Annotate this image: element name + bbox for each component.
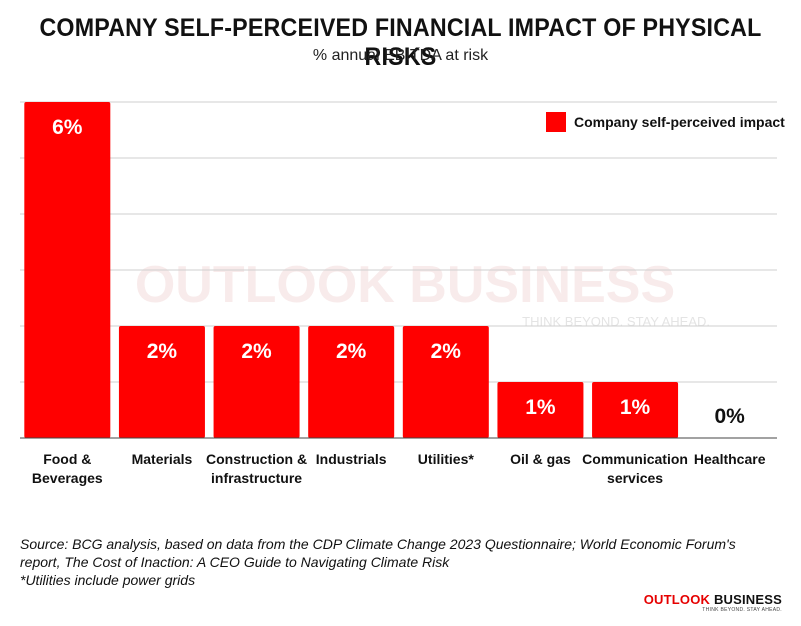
data-label: 2% bbox=[241, 340, 272, 363]
data-label: 1% bbox=[525, 396, 556, 419]
x-tick-label: Beverages bbox=[32, 470, 103, 486]
bar-1 bbox=[24, 102, 111, 438]
x-tick-label: Industrials bbox=[316, 451, 387, 467]
data-label: 1% bbox=[620, 396, 651, 419]
x-tick-label: Communication bbox=[582, 451, 688, 467]
watermark-tagline: THINK BEYOND. STAY AHEAD. bbox=[522, 314, 710, 329]
data-label: 2% bbox=[431, 340, 462, 363]
source-text: Source: BCG analysis, based on data from… bbox=[20, 536, 736, 570]
x-tick-label: services bbox=[607, 470, 663, 486]
x-tick-label: Healthcare bbox=[694, 451, 766, 467]
x-tick-label: Construction & bbox=[206, 451, 307, 467]
chart-title: COMPANY SELF-PERCEIVED FINANCIAL IMPACT … bbox=[39, 14, 762, 71]
x-tick-label: Oil & gas bbox=[510, 451, 571, 467]
data-label: 2% bbox=[336, 340, 367, 363]
chart-subtitle: % annual EBITDA at risk bbox=[312, 47, 489, 64]
x-tick-label: infrastructure bbox=[211, 470, 302, 486]
brand-name-part2: BUSINESS bbox=[713, 592, 782, 607]
bar-3 bbox=[213, 326, 300, 438]
legend-label: Company self-perceived impact bbox=[574, 114, 785, 130]
bar-4 bbox=[308, 326, 395, 438]
source-notes: Source: BCG analysis, based on data from… bbox=[20, 535, 780, 589]
data-label: 6% bbox=[52, 116, 83, 139]
x-tick-label: Utilities* bbox=[418, 451, 475, 467]
x-tick-label: Materials bbox=[132, 451, 193, 467]
bar-7 bbox=[592, 382, 679, 438]
bar-5 bbox=[402, 326, 489, 438]
brand-name-part1: OUTLOOK bbox=[643, 592, 711, 607]
chart-legend: Company self-perceived impact bbox=[546, 112, 785, 132]
bar-6 bbox=[497, 382, 584, 438]
data-label: 2% bbox=[147, 340, 178, 363]
watermark-text: OUTLOOK BUSINESS bbox=[135, 256, 675, 314]
bar-2 bbox=[118, 326, 205, 438]
legend-swatch bbox=[546, 112, 566, 132]
footnote-utilities: *Utilities include power grids bbox=[20, 572, 196, 588]
brand-tagline: THINK BEYOND. STAY AHEAD. bbox=[702, 607, 782, 613]
brand-logo: OUTLOOK BUSINESS THINK BEYOND. STAY AHEA… bbox=[632, 592, 782, 613]
x-tick-label: Food & bbox=[43, 451, 91, 467]
data-label: 0% bbox=[715, 405, 746, 428]
